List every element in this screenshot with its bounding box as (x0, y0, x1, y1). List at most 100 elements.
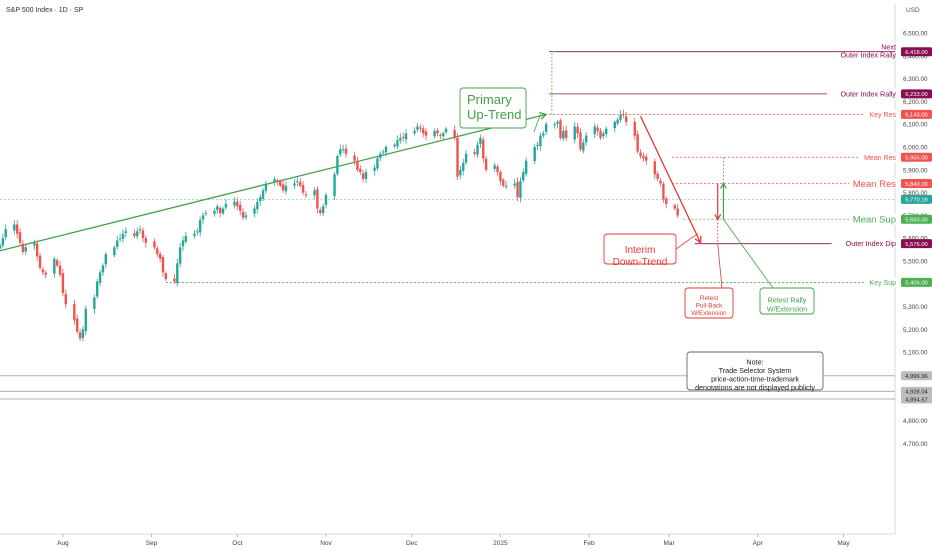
candle-body (419, 127, 422, 129)
candle-body (101, 265, 105, 273)
chart-title: S&P 500 Index · 1D · SP (6, 7, 84, 14)
level-price-label: 4,928.04 (905, 390, 928, 396)
candle-body (284, 185, 288, 192)
x-tick-label: 2025 (493, 540, 508, 547)
candle-body (459, 169, 462, 176)
candle-body (353, 155, 356, 161)
candle-body (241, 211, 245, 218)
annotation-box (759, 287, 815, 315)
candle-body (393, 144, 396, 147)
candle-body (313, 190, 316, 196)
annotation-text: Note: (746, 357, 763, 366)
candle-body (542, 133, 545, 136)
candle-body (153, 241, 156, 248)
trend-line (639, 115, 702, 244)
candle-body (96, 281, 99, 297)
candle-body (236, 201, 239, 207)
candle-body (516, 181, 519, 198)
candle-body (244, 215, 248, 218)
candle-body (324, 194, 328, 205)
annotation-text: price-action-time-trademark (711, 374, 799, 383)
candle-body (636, 134, 639, 152)
candle-body (633, 121, 636, 136)
level-price-tag (901, 89, 932, 99)
candle-body (176, 263, 179, 284)
x-tick-label: Sep (146, 540, 158, 547)
annotation-box (459, 87, 527, 129)
candle-body (673, 205, 677, 209)
candle-body (476, 144, 479, 155)
candle-body (213, 210, 216, 214)
candle-body (539, 135, 542, 147)
candle-body (613, 121, 616, 129)
candle-body (401, 136, 405, 138)
level-price-tag (901, 109, 932, 119)
annotation-leader (717, 243, 723, 289)
candle-body (238, 204, 242, 211)
candle-body (224, 204, 228, 208)
y-tick-label: 5,100.00 (903, 350, 928, 357)
y-tick-label: 4,800.00 (903, 418, 928, 425)
level-label: Mean Res (853, 179, 897, 190)
candle-body (261, 190, 265, 199)
candle-body (201, 215, 205, 220)
level-label-bg (831, 238, 897, 249)
candle-body (24, 247, 27, 252)
candle-body (273, 178, 276, 183)
candle-body (376, 158, 379, 169)
candle-body (676, 208, 679, 216)
annotation-text: Interim (625, 245, 656, 256)
candle-body (381, 151, 385, 153)
level-label-bg (827, 88, 897, 99)
candle-body (44, 272, 47, 275)
candle-body (233, 201, 236, 206)
y-tick-label: 5,500.00 (903, 259, 928, 266)
candle-body (113, 247, 116, 256)
candle-body (78, 332, 82, 339)
candle-body (462, 162, 465, 171)
candle-body (196, 231, 199, 233)
level-label-bg (849, 214, 897, 225)
candle-body (424, 131, 428, 136)
candle-body (18, 232, 22, 243)
candle-body (464, 153, 468, 163)
candle-body (0, 245, 2, 249)
annotation-text: W/Extension (691, 310, 727, 317)
candle-body (373, 167, 376, 171)
level-price-tag (901, 47, 932, 57)
candle-body (61, 273, 65, 293)
candle-body (21, 243, 25, 252)
level-label: Outer Index Rally (840, 51, 896, 60)
trend-arrowhead (694, 235, 702, 244)
level-label-bg (864, 277, 897, 288)
candle-body (93, 297, 96, 310)
y-tick-label: 6,000.00 (903, 145, 928, 152)
annotation-text: denotations are not displayed publicly (695, 383, 815, 392)
y-tick-label: 5,800.00 (903, 190, 928, 197)
candle-body (124, 231, 128, 233)
candle-body (604, 128, 608, 135)
candle-body (536, 144, 539, 146)
candle-body (524, 160, 528, 174)
candle-body (504, 185, 508, 187)
candle-body (221, 208, 225, 214)
y-tick-label: 5,300.00 (903, 304, 928, 311)
candle-body (336, 156, 339, 175)
candle-body (484, 158, 488, 170)
candle-body (296, 181, 299, 183)
annotation-box (603, 233, 677, 265)
annotation-text: Up-Trend (467, 107, 521, 122)
annotation-box (686, 351, 824, 391)
level-label-bg (849, 178, 897, 189)
candle-body (625, 116, 628, 122)
candle-body (198, 219, 202, 233)
candle-body (479, 137, 482, 145)
candle-body (156, 248, 159, 255)
level-price-label: 6,418.00 (905, 50, 928, 56)
candle-body (184, 235, 188, 242)
candle-body (58, 265, 62, 275)
candle-body (559, 120, 562, 138)
candle-body (642, 155, 645, 159)
